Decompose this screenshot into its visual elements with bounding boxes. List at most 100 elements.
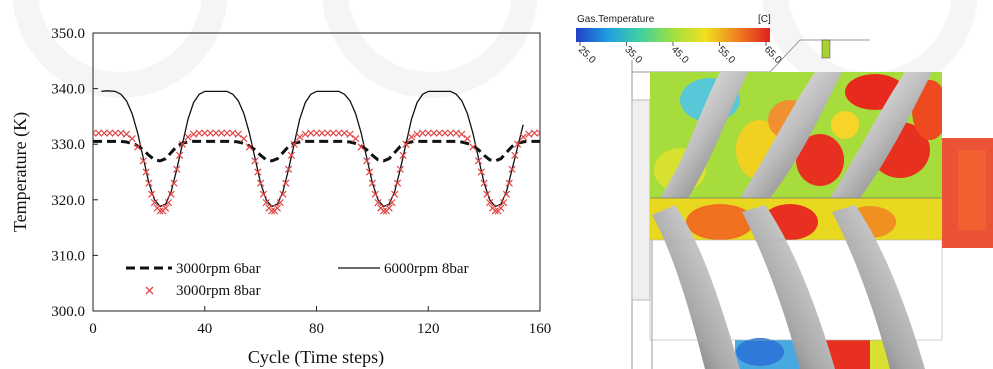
series-3-point bbox=[106, 129, 114, 137]
series-3-point bbox=[419, 129, 427, 137]
legend-label-series-3: 3000rpm 8bar bbox=[176, 283, 261, 299]
series-3-point bbox=[452, 129, 460, 137]
legend-label-series-2: 6000rpm 8bar bbox=[384, 261, 469, 277]
series-3-point bbox=[245, 143, 254, 151]
series-3-point bbox=[446, 129, 455, 137]
y-tick-label: 320.0 bbox=[51, 193, 85, 209]
series-3-point bbox=[206, 129, 214, 137]
series-3-point bbox=[536, 129, 540, 137]
series-3-point bbox=[430, 129, 438, 137]
series-3-point bbox=[217, 129, 226, 137]
x-tick-label: 80 bbox=[309, 321, 324, 337]
series-3-point bbox=[463, 135, 471, 143]
series-3-point bbox=[122, 130, 131, 138]
x-tick-label: 40 bbox=[197, 321, 212, 337]
series-layer bbox=[93, 90, 540, 215]
series-3-point bbox=[379, 207, 388, 215]
series-3-point bbox=[477, 168, 485, 176]
series-3-point bbox=[483, 190, 491, 198]
series-3-point bbox=[374, 198, 382, 207]
colorbar-tick-label: 35.0 bbox=[622, 44, 644, 66]
series-3-point bbox=[329, 129, 337, 137]
series-3-point bbox=[335, 129, 343, 137]
colorbar-unit-label: [C] bbox=[758, 14, 771, 25]
x-axis-ticks: 0 40 80 120 160 bbox=[89, 306, 551, 337]
colorbar-tick-label: 25.0 bbox=[576, 44, 598, 66]
series-3-point bbox=[340, 129, 349, 137]
y-axis-ticks: 300.0 310.0 320.0 330.0 340.0 350.0 bbox=[51, 26, 98, 320]
line-chart: 300.0 310.0 320.0 330.0 340.0 350.0 0 40 80 120 1… bbox=[10, 26, 551, 368]
series-3-point bbox=[525, 130, 533, 138]
series-3-point bbox=[100, 129, 108, 137]
series-3-point bbox=[324, 129, 332, 137]
series-3-point bbox=[388, 198, 396, 207]
series-3-point bbox=[223, 129, 231, 137]
series-3-point bbox=[458, 130, 466, 138]
colorbar-ticks: 25.0 35.0 45.0 55.0 65.0 bbox=[576, 42, 784, 66]
series-3-point bbox=[519, 133, 527, 141]
y-tick-label: 350.0 bbox=[51, 26, 85, 42]
series-2-line bbox=[101, 90, 524, 208]
series-3-point bbox=[93, 129, 97, 137]
series-3-point bbox=[189, 130, 198, 138]
contour-figure: Gas.Temperature [C] 25.0 35.0 45.0 55.0 65.0 bbox=[576, 14, 993, 369]
series-3-point bbox=[508, 165, 516, 173]
inlet-port bbox=[821, 39, 831, 59]
series-3-point bbox=[284, 165, 293, 173]
legend: 3000rpm 6bar 6000rpm 8bar 3000rpm 8bar bbox=[126, 261, 469, 299]
series-3-point bbox=[167, 190, 175, 198]
series-3-point bbox=[240, 135, 248, 143]
x-tick-label: 120 bbox=[417, 321, 440, 337]
series-3-point bbox=[162, 204, 170, 212]
series-3-point bbox=[530, 129, 539, 137]
series-3-point bbox=[371, 190, 379, 198]
rotor-blades bbox=[649, 72, 943, 369]
series-3-point bbox=[175, 151, 184, 159]
series-3-point bbox=[391, 190, 399, 198]
series-3-point bbox=[301, 130, 309, 138]
series-3-point bbox=[201, 129, 209, 137]
series-3-point bbox=[287, 151, 295, 159]
series-3-point bbox=[296, 133, 304, 141]
colorbar-tick-label: 45.0 bbox=[669, 44, 691, 66]
series-3-point bbox=[393, 179, 402, 187]
series-3-point bbox=[94, 129, 103, 137]
series-3-point bbox=[212, 129, 220, 137]
series-3-point bbox=[290, 140, 298, 148]
series-3-point bbox=[346, 130, 354, 138]
series-3-point bbox=[195, 129, 203, 137]
series-3-point bbox=[497, 204, 505, 212]
series-3-point bbox=[184, 133, 192, 141]
series-3-point bbox=[234, 130, 242, 138]
series-3-point bbox=[279, 190, 287, 198]
series-3-point bbox=[251, 157, 259, 165]
series-3-point bbox=[312, 129, 321, 137]
series-3-point bbox=[368, 179, 376, 187]
series-3-point bbox=[257, 179, 265, 187]
series-3-point bbox=[307, 129, 315, 137]
series-3-point bbox=[363, 157, 371, 165]
series-3-point bbox=[229, 129, 237, 137]
series-3-point bbox=[164, 198, 173, 207]
series-3-point bbox=[351, 135, 360, 143]
series-3-point bbox=[500, 198, 508, 207]
series-3-point bbox=[435, 129, 444, 137]
series-3-point bbox=[111, 129, 119, 137]
x-tick-label: 0 bbox=[89, 321, 97, 337]
legend-label-series-1: 3000rpm 6bar bbox=[176, 261, 261, 277]
outlet-port-inner bbox=[958, 150, 986, 230]
series-3-point bbox=[259, 190, 268, 198]
series-3-point bbox=[486, 198, 494, 207]
series-3-point bbox=[402, 140, 410, 148]
series-3-point bbox=[413, 130, 421, 138]
series-3-point bbox=[156, 207, 164, 215]
series-3-point bbox=[424, 129, 432, 137]
housing-left-rim bbox=[631, 99, 651, 301]
series-3-point bbox=[407, 133, 416, 141]
series-3-point bbox=[117, 129, 125, 137]
series-1-line bbox=[93, 139, 540, 163]
series-3-point bbox=[480, 179, 488, 187]
series-3-point bbox=[178, 140, 187, 148]
series-3-point bbox=[128, 135, 136, 143]
